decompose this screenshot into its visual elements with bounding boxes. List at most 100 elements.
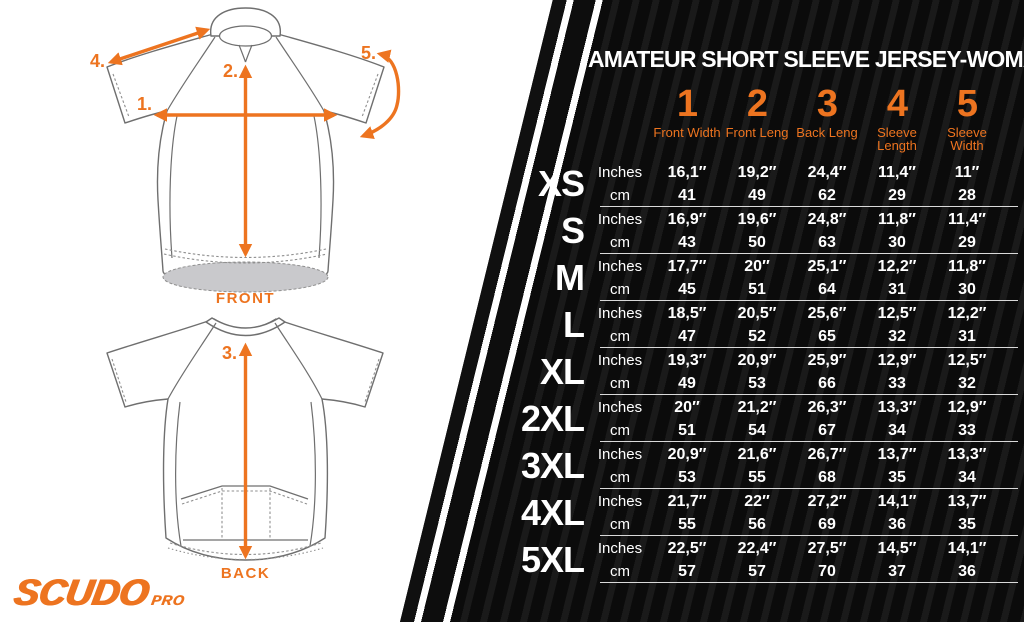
value-cm: 70 — [818, 563, 836, 580]
value-cell: 12,2″ 31 — [932, 301, 1002, 348]
value-cm: 66 — [818, 375, 836, 392]
value-inches: 26,7″ — [807, 446, 847, 463]
value-cm: 32 — [958, 375, 976, 392]
table-row: 2XL Inches cm 20″ 51 21,2″ 54 26,3″ 67 1… — [500, 395, 1018, 442]
value-cell: 26,7″ 68 — [792, 442, 862, 489]
value-inches: 24,8″ — [807, 211, 847, 228]
value-cell: 13,3″ 34 — [862, 395, 932, 442]
value-cm: 41 — [678, 187, 696, 204]
column-label: Back Leng — [796, 125, 858, 140]
value-cm: 35 — [888, 469, 906, 486]
jersey-front-diagram: 1. 2. 4. 5. FRONT — [90, 7, 401, 307]
value-cell: 20,9″ 53 — [722, 348, 792, 395]
column-header-row: 1 Front Width 2 Front Leng 3 Back Leng 4… — [500, 84, 1002, 152]
value-cm: 33 — [888, 375, 906, 392]
size-label: M — [555, 257, 585, 298]
value-cm: 36 — [888, 516, 906, 533]
value-inches: 11,8″ — [878, 211, 916, 228]
value-cm: 29 — [958, 234, 976, 251]
front-zipper-split — [238, 44, 253, 63]
value-cell: 20,9″ 53 — [652, 442, 722, 489]
value-inches: 27,5″ — [807, 540, 847, 557]
unit-inches-label: Inches — [597, 493, 643, 510]
value-cell: 11,4″ 29 — [932, 207, 1002, 254]
value-cell: 26,3″ 67 — [792, 395, 862, 442]
value-cell: 13,7″ 35 — [862, 442, 932, 489]
value-inches: 24,4″ — [807, 164, 847, 181]
size-label: XL — [539, 351, 585, 392]
row-separator — [600, 441, 1018, 442]
value-cm: 37 — [888, 563, 906, 580]
column-number: 1 — [676, 83, 698, 125]
value-cm: 67 — [818, 422, 836, 439]
size-label: 4XL — [520, 492, 585, 533]
table-row: 3XL Inches cm 20,9″ 53 21,6″ 55 26,7″ 68… — [500, 442, 1018, 489]
measurement-label-3: 3. — [222, 343, 237, 363]
value-inches: 22″ — [744, 493, 770, 510]
value-inches: 14,1″ — [877, 493, 917, 510]
row-separator — [600, 347, 1018, 348]
unit-cm-label: cm — [610, 234, 630, 251]
value-inches: 22,5″ — [667, 540, 707, 557]
value-inches: 11,4″ — [878, 164, 916, 181]
value-cell: 11,8″ 30 — [862, 207, 932, 254]
front-cuff-stitch-left — [112, 73, 130, 118]
column-label: Front Width — [653, 125, 721, 140]
column-label: Front Leng — [725, 125, 789, 140]
value-cell: 11,8″ 30 — [932, 254, 1002, 301]
front-hem-band — [162, 261, 329, 293]
value-cell: 27,5″ 70 — [792, 536, 862, 583]
column-number: 5 — [956, 83, 978, 125]
measurement-arrow-5-sleeve-width — [359, 49, 401, 140]
value-inches: 19,3″ — [667, 352, 707, 369]
measurement-label-4: 4. — [90, 51, 105, 71]
measurement-label-1: 1. — [137, 94, 152, 114]
value-cm: 43 — [678, 234, 696, 251]
unit-cell: Inches cm — [588, 442, 652, 489]
value-inches: 12,9″ — [877, 352, 917, 369]
table-row: 5XL Inches cm 22,5″ 57 22,4″ 57 27,5″ 70… — [500, 536, 1018, 583]
value-cell: 19,2″ 49 — [722, 160, 792, 207]
table-row: XS Inches cm 16,1″ 41 19,2″ 49 24,4″ 62 … — [500, 160, 1018, 207]
column-header: 1 Front Width — [652, 84, 722, 152]
value-inches: 19,2″ — [737, 164, 777, 181]
back-side-seam-right — [309, 401, 316, 547]
value-cm: 57 — [678, 563, 696, 580]
unit-inches-label: Inches — [597, 352, 643, 369]
value-inches: 21,6″ — [737, 446, 777, 463]
value-cell: 11,4″ 29 — [862, 160, 932, 207]
value-cm: 31 — [958, 328, 976, 345]
value-cm: 53 — [678, 469, 696, 486]
unit-cm-label: cm — [610, 375, 630, 392]
column-header: 3 Back Leng — [792, 84, 862, 152]
value-inches: 12,5″ — [877, 305, 917, 322]
value-cell: 24,8″ 63 — [792, 207, 862, 254]
measurement-label-2: 2. — [223, 61, 238, 81]
value-inches: 14,1″ — [947, 540, 987, 557]
value-cell: 19,3″ 49 — [652, 348, 722, 395]
unit-cm-label: cm — [610, 187, 630, 204]
unit-inches-label: Inches — [597, 446, 643, 463]
front-hem-stitch-1 — [163, 253, 328, 264]
front-neck-opening — [218, 25, 273, 47]
chart-title: AMATEUR SHORT SLEEVE JERSEY-WOMAN — [588, 46, 1024, 72]
value-inches: 14,5″ — [877, 540, 917, 557]
front-raglan-seam-left — [166, 36, 216, 112]
value-cm: 57 — [748, 563, 766, 580]
value-cell: 18,5″ 47 — [652, 301, 722, 348]
back-side-seam-left — [175, 401, 182, 547]
value-inches: 11,8″ — [948, 258, 986, 275]
value-cell: 19,6″ 50 — [722, 207, 792, 254]
value-cell: 27,2″ 69 — [792, 489, 862, 536]
value-cm: 35 — [958, 516, 976, 533]
value-inches: 13,7″ — [877, 446, 917, 463]
value-cm: 51 — [748, 281, 766, 298]
value-inches: 22,4″ — [737, 540, 777, 557]
value-cell: 25,1″ 64 — [792, 254, 862, 301]
column-header: 4 Sleeve Length — [862, 84, 932, 152]
value-cm: 47 — [678, 328, 696, 345]
row-separator — [600, 535, 1018, 536]
column-header: 5 Sleeve Width — [932, 84, 1002, 152]
size-label: L — [563, 304, 585, 345]
